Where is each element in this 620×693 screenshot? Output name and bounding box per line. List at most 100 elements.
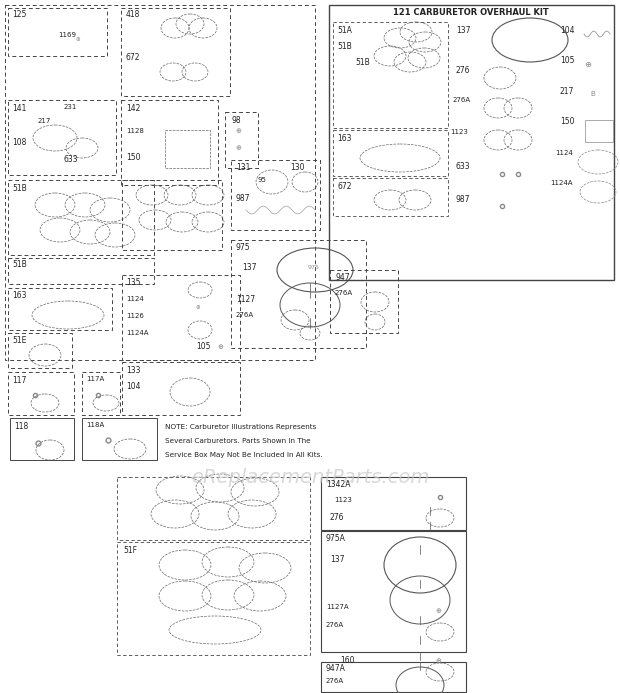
Text: 51F: 51F bbox=[123, 546, 137, 555]
Bar bbox=[5, 5, 315, 360]
Bar bbox=[8, 100, 116, 175]
Text: ⊕: ⊕ bbox=[435, 658, 441, 664]
Text: 51B: 51B bbox=[355, 58, 370, 67]
Text: 276A: 276A bbox=[236, 312, 254, 318]
Text: 51E: 51E bbox=[12, 336, 27, 345]
Text: 98: 98 bbox=[231, 116, 241, 125]
Text: 133: 133 bbox=[126, 366, 141, 375]
Text: 276A: 276A bbox=[326, 678, 344, 684]
Text: 947: 947 bbox=[335, 273, 350, 282]
Text: 975A: 975A bbox=[326, 534, 346, 543]
Text: 125: 125 bbox=[12, 10, 27, 19]
Bar bbox=[8, 180, 154, 255]
Text: 1127: 1127 bbox=[236, 295, 255, 304]
Text: 672: 672 bbox=[337, 182, 352, 191]
Bar bbox=[8, 288, 112, 330]
Text: 137: 137 bbox=[242, 263, 257, 272]
Bar bbox=[122, 180, 222, 250]
Text: 51B: 51B bbox=[12, 260, 27, 269]
Bar bbox=[333, 130, 448, 176]
Bar bbox=[329, 5, 614, 280]
Text: ⊕: ⊕ bbox=[217, 344, 223, 350]
Text: 117: 117 bbox=[12, 376, 27, 385]
Text: 95: 95 bbox=[258, 177, 267, 183]
Bar bbox=[122, 275, 240, 360]
Text: 163: 163 bbox=[12, 291, 27, 300]
Text: 104: 104 bbox=[126, 382, 141, 391]
Text: 987: 987 bbox=[236, 194, 250, 203]
Bar bbox=[165, 130, 210, 168]
Bar bbox=[231, 160, 320, 230]
Bar bbox=[8, 8, 107, 56]
Text: 633: 633 bbox=[456, 162, 471, 171]
Bar bbox=[10, 418, 74, 460]
Text: 987: 987 bbox=[456, 195, 471, 204]
Text: 160: 160 bbox=[340, 656, 355, 665]
Text: NOTE: Carburetor Illustrations Represents: NOTE: Carburetor Illustrations Represent… bbox=[165, 424, 316, 430]
Text: 51A: 51A bbox=[337, 26, 352, 35]
Bar bbox=[82, 418, 157, 460]
Text: 1169: 1169 bbox=[58, 32, 76, 38]
Text: 1124: 1124 bbox=[126, 296, 144, 302]
Text: ⊕: ⊕ bbox=[435, 608, 441, 614]
Text: ⊕: ⊕ bbox=[76, 37, 81, 42]
Text: eReplacementParts.com: eReplacementParts.com bbox=[191, 468, 429, 487]
Text: 418: 418 bbox=[126, 10, 140, 19]
Bar bbox=[321, 662, 466, 692]
Text: 150: 150 bbox=[126, 153, 141, 162]
Text: 1128: 1128 bbox=[126, 128, 144, 134]
Text: ⊕: ⊕ bbox=[235, 145, 241, 151]
Text: 1124A: 1124A bbox=[126, 330, 149, 336]
Text: ⊕: ⊕ bbox=[235, 128, 241, 134]
Bar bbox=[117, 477, 310, 540]
Text: 104: 104 bbox=[560, 26, 575, 35]
Text: 276A: 276A bbox=[453, 97, 471, 103]
Text: 105: 105 bbox=[560, 56, 575, 65]
Text: 975: 975 bbox=[308, 265, 320, 270]
Text: 121 CARBURETOR OVERHAUL KIT: 121 CARBURETOR OVERHAUL KIT bbox=[393, 8, 549, 17]
Text: 163: 163 bbox=[337, 134, 352, 143]
Bar bbox=[231, 240, 366, 348]
Bar bbox=[121, 8, 230, 96]
Text: 1123: 1123 bbox=[450, 129, 468, 135]
Bar bbox=[321, 477, 466, 530]
Bar bbox=[117, 542, 310, 655]
Text: 137: 137 bbox=[456, 26, 471, 35]
Text: 672: 672 bbox=[126, 53, 141, 62]
Text: 975: 975 bbox=[236, 243, 250, 252]
Text: 1126: 1126 bbox=[126, 313, 144, 319]
Text: 217: 217 bbox=[560, 87, 574, 96]
Text: 117A: 117A bbox=[86, 376, 104, 382]
Bar bbox=[82, 372, 120, 415]
Text: 108: 108 bbox=[12, 138, 27, 147]
Text: ⊕: ⊕ bbox=[196, 305, 200, 310]
Text: 276: 276 bbox=[456, 66, 471, 75]
Text: 118A: 118A bbox=[86, 422, 104, 428]
Bar bbox=[8, 258, 154, 284]
Text: Service Box May Not Be Included In All Kits.: Service Box May Not Be Included In All K… bbox=[165, 452, 322, 458]
Bar bbox=[330, 270, 398, 333]
Text: 141: 141 bbox=[12, 104, 27, 113]
Text: Several Carburetors. Parts Shown In The: Several Carburetors. Parts Shown In The bbox=[165, 438, 311, 444]
Text: 947A: 947A bbox=[326, 664, 346, 673]
Text: 276: 276 bbox=[330, 513, 345, 522]
Text: 1127A: 1127A bbox=[326, 604, 348, 610]
Text: B: B bbox=[590, 91, 595, 97]
Bar bbox=[225, 112, 258, 168]
Bar bbox=[333, 22, 448, 128]
Text: ⊕: ⊕ bbox=[585, 60, 591, 69]
Text: 130: 130 bbox=[290, 163, 304, 172]
Text: 276A: 276A bbox=[326, 622, 344, 628]
Text: 118: 118 bbox=[14, 422, 29, 431]
Bar bbox=[321, 531, 466, 652]
Bar bbox=[8, 333, 72, 368]
Text: 131: 131 bbox=[236, 163, 250, 172]
Text: 1124A: 1124A bbox=[550, 180, 572, 186]
Bar bbox=[585, 120, 613, 142]
Text: 135: 135 bbox=[126, 278, 141, 287]
Text: 51B: 51B bbox=[337, 42, 352, 51]
Text: 1123: 1123 bbox=[334, 497, 352, 503]
Text: 142: 142 bbox=[126, 104, 140, 113]
Text: 1342A: 1342A bbox=[326, 480, 350, 489]
Text: 105: 105 bbox=[196, 342, 211, 351]
